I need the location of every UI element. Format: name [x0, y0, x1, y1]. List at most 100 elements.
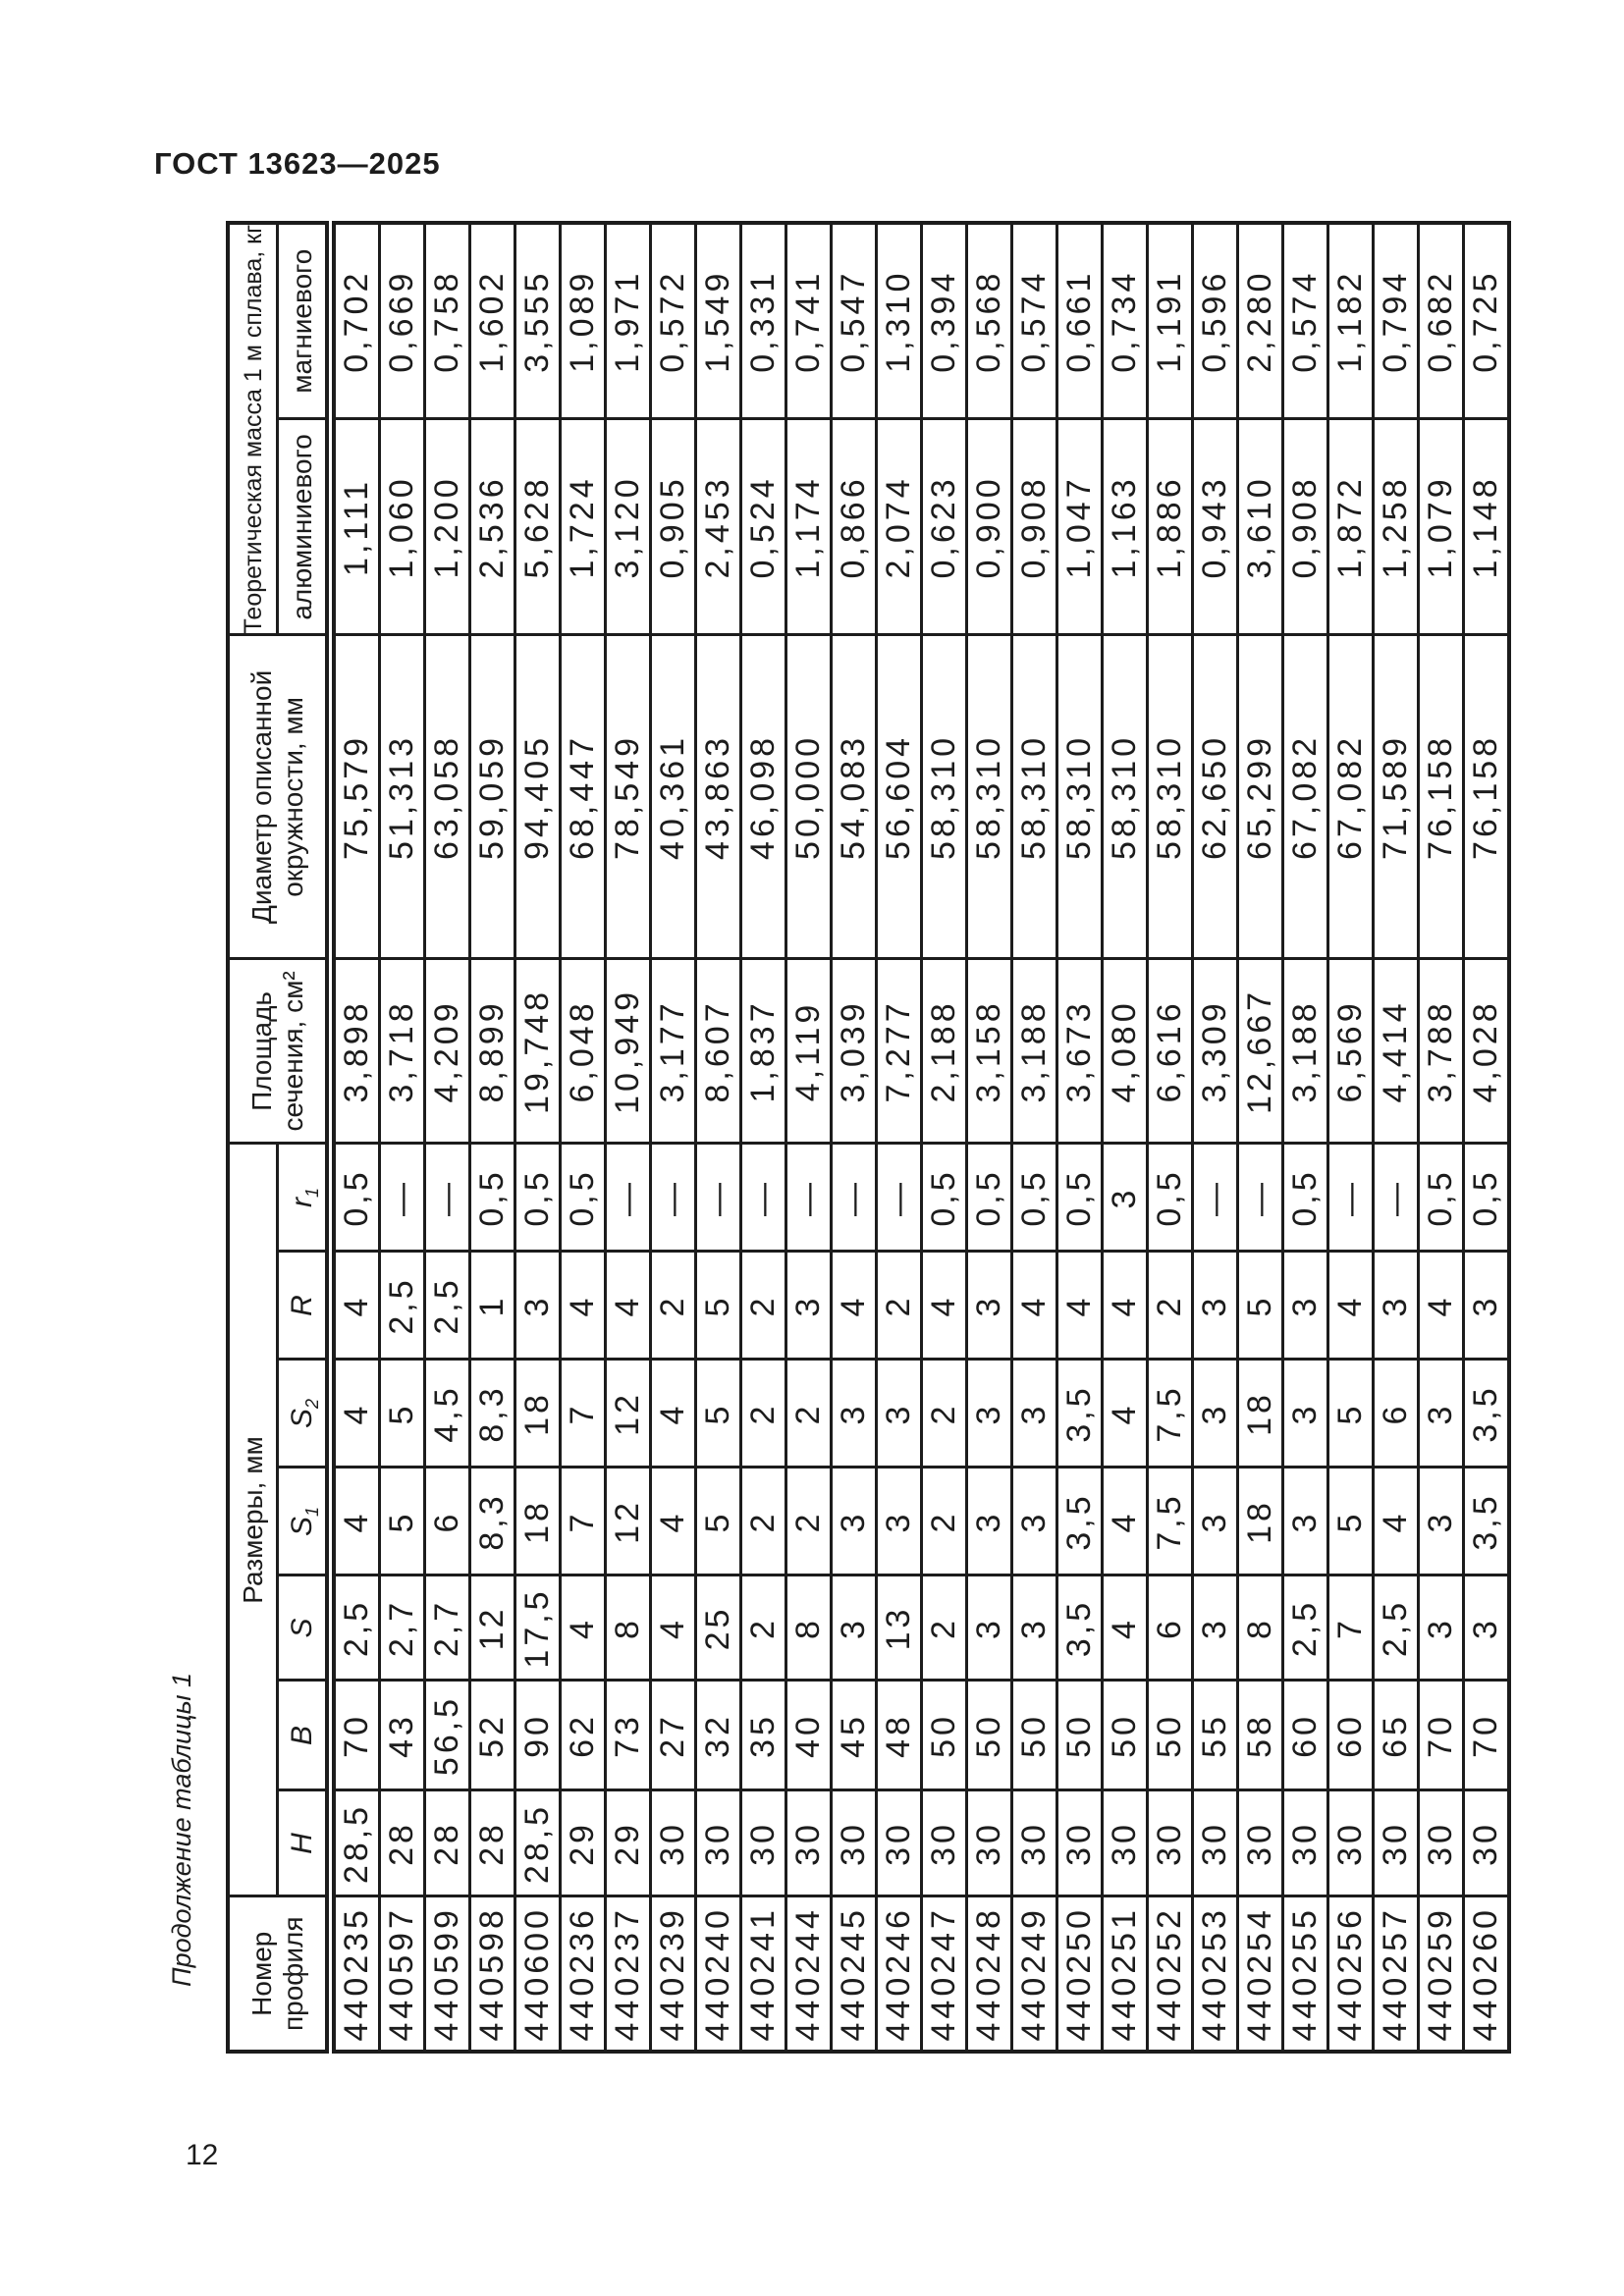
cell-R: 1	[469, 1252, 515, 1360]
cell-B: 35	[740, 1681, 786, 1790]
cell-S1: 3	[1192, 1468, 1238, 1575]
cell-r1: 0,5	[966, 1143, 1012, 1252]
cell-S2: 2	[785, 1360, 832, 1468]
cell-B: 43	[379, 1681, 425, 1790]
cell-mass-aluminum: 1,079	[1418, 418, 1464, 635]
cell-S: 2,7	[379, 1575, 425, 1681]
cell-section-area: 3,177	[650, 958, 696, 1144]
cell-profile-number: 440248	[966, 1896, 1012, 2052]
cell-diameter: 94,405	[514, 634, 561, 959]
cell-diameter: 58,310	[1011, 634, 1057, 959]
cell-r1: —	[424, 1143, 470, 1252]
page-number: 12	[186, 2139, 219, 2171]
cell-section-area: 3,898	[330, 958, 380, 1144]
cell-R: 4	[831, 1252, 877, 1360]
cell-S: 8	[785, 1575, 832, 1681]
cell-R: 2	[876, 1252, 922, 1360]
cell-r1: —	[1327, 1143, 1374, 1252]
cell-diameter: 78,549	[605, 634, 651, 959]
cell-mass-magnesium: 0,725	[1463, 222, 1509, 419]
cell-B: 62	[560, 1681, 606, 1790]
cell-diameter: 76,158	[1418, 634, 1464, 959]
header-circumscribed-diameter: Диаметр описанной окружности, мм	[228, 634, 331, 959]
cell-section-area: 10,949	[605, 958, 651, 1144]
cell-profile-number: 440252	[1147, 1896, 1193, 2052]
cell-S2: 18	[1237, 1360, 1283, 1468]
cell-r1: 0,5	[514, 1143, 561, 1252]
cell-r1: 0,5	[469, 1143, 515, 1252]
cell-B: 50	[1102, 1681, 1148, 1790]
cell-S2: 2	[921, 1360, 967, 1468]
cell-diameter: 59,059	[469, 634, 515, 959]
cell-S2: 3	[966, 1360, 1012, 1468]
cell-H: 30	[1192, 1790, 1238, 1896]
cell-r1: —	[1192, 1143, 1238, 1252]
cell-B: 73	[605, 1681, 651, 1790]
cell-B: 70	[1418, 1681, 1464, 1790]
cell-section-area: 3,788	[1418, 958, 1464, 1144]
profile-row: 440251 30 50 4 4 4 4 3 4,080 58,310 1,163 0,734	[1102, 222, 1148, 2052]
cell-S1: 2	[785, 1468, 832, 1575]
cell-S: 3	[1463, 1575, 1509, 1681]
cell-S1: 12	[605, 1468, 651, 1575]
cell-mass-aluminum: 0,943	[1192, 418, 1238, 635]
cell-diameter: 76,158	[1463, 634, 1509, 959]
cell-profile-number: 440247	[921, 1896, 967, 2052]
cell-section-area: 3,188	[1282, 958, 1328, 1144]
cell-section-area: 4,119	[785, 958, 832, 1144]
cell-mass-magnesium: 3,555	[514, 222, 561, 419]
cell-section-area: 4,028	[1463, 958, 1509, 1144]
cell-H: 29	[560, 1790, 606, 1896]
header-theoretical-mass-group: Теоретическая масса 1 м сплава, кг	[228, 222, 278, 635]
cell-S2: 5	[1327, 1360, 1374, 1468]
cell-B: 60	[1282, 1681, 1328, 1790]
cell-B: 56,5	[424, 1681, 470, 1790]
cell-S2: 3	[1418, 1360, 1464, 1468]
cell-profile-number: 440251	[1102, 1896, 1148, 2052]
cell-S1: 3	[1282, 1468, 1328, 1575]
cell-section-area: 7,277	[876, 958, 922, 1144]
cell-mass-aluminum: 1,886	[1147, 418, 1193, 635]
cell-diameter: 58,310	[966, 634, 1012, 959]
cell-S: 2	[921, 1575, 967, 1681]
cell-profile-number: 440259	[1418, 1896, 1464, 2052]
cell-mass-magnesium: 0,574	[1282, 222, 1328, 419]
rotated-table-container: Номер профиля Размеры, мм Площадь сечения,…	[226, 220, 1511, 2054]
profile-row: 440235 28,5 70 2,5 4 4 4 0,5 3,898 75,579 1,111 0,7…	[330, 222, 380, 2052]
cell-section-area: 8,899	[469, 958, 515, 1144]
profile-row: 440244 30 40 8 2 2 3—4,119 50,000 1,174 0,741	[785, 222, 832, 2052]
cell-H: 30	[1327, 1790, 1374, 1896]
cell-profile-number: 440254	[1237, 1896, 1283, 2052]
cell-H: 29	[605, 1790, 651, 1896]
cell-section-area: 3,188	[1011, 958, 1057, 1144]
cell-S1: 2	[740, 1468, 786, 1575]
header-dim-S1: S1	[277, 1468, 331, 1575]
cell-S1: 18	[1237, 1468, 1283, 1575]
cell-H: 28,5	[330, 1790, 380, 1896]
cell-section-area: 12,667	[1237, 958, 1283, 1144]
cell-S1: 3,5	[1056, 1468, 1103, 1575]
cell-diameter: 58,310	[1102, 634, 1148, 959]
cell-diameter: 62,650	[1192, 634, 1238, 959]
cell-profile-number: 440246	[876, 1896, 922, 2052]
cell-mass-magnesium: 0,547	[831, 222, 877, 419]
cell-R: 5	[695, 1252, 741, 1360]
table-header: Номер профиля Размеры, мм Площадь сечения,…	[228, 222, 331, 2052]
profile-row: 440260 30 70 3 3,5 3,5 3 0,5 4,028 76,158 1,148 0,7…	[1463, 222, 1509, 2052]
cell-mass-aluminum: 0,524	[740, 418, 786, 635]
cell-S1: 4	[1373, 1468, 1419, 1575]
profile-row: 440248 30 50 3 3 3 3 0,5 3,158 58,310 0,900 0,568	[966, 222, 1012, 2052]
cell-R: 4	[605, 1252, 651, 1360]
cell-R: 4	[1327, 1252, 1374, 1360]
cell-mass-aluminum: 1,111	[330, 418, 380, 635]
cell-mass-magnesium: 1,089	[560, 222, 606, 419]
cell-S2: 7	[560, 1360, 606, 1468]
cell-R: 4	[560, 1252, 606, 1360]
cell-S1: 18	[514, 1468, 561, 1575]
cell-S2: 4	[1102, 1360, 1148, 1468]
cell-diameter: 51,313	[379, 634, 425, 959]
cell-S: 7	[1327, 1575, 1374, 1681]
cell-S1: 2	[921, 1468, 967, 1575]
cell-S2: 4,5	[424, 1360, 470, 1468]
